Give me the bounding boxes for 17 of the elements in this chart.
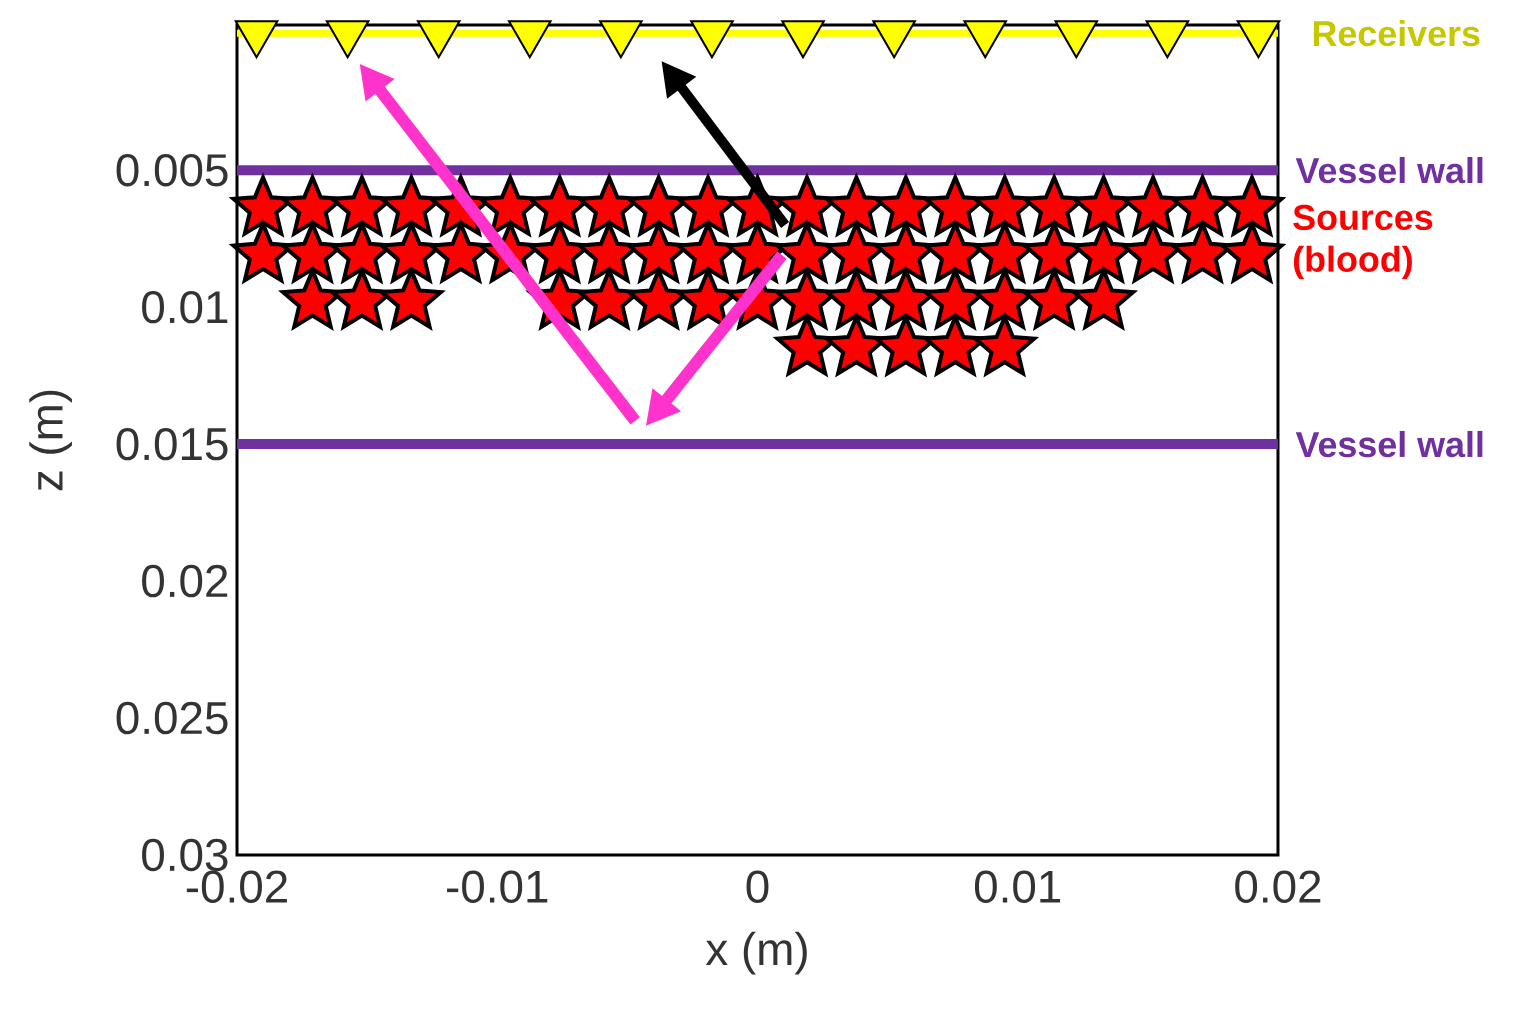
- x-tick-label: 0.02: [1235, 870, 1321, 903]
- ref-line-label: Vessel wall: [1295, 430, 1483, 458]
- x-tick-label: -0.02: [186, 870, 287, 903]
- ref-line-label: Vessel wall: [1295, 157, 1483, 184]
- x-tick-label: -0.01: [447, 870, 548, 903]
- x-tick-label: 0: [746, 870, 769, 903]
- y-axis-title: z (m): [29, 390, 72, 491]
- series-label: Sources (blood): [1293, 204, 1433, 280]
- y-tick-label: 0.02: [142, 564, 228, 598]
- y-tick-label: 0.01: [142, 290, 228, 324]
- x-tick-label: 0.01: [974, 870, 1061, 903]
- y-tick-label: 0.025: [116, 701, 228, 735]
- y-tick-label: 0.005: [116, 153, 228, 187]
- x-axis-title: x (m): [705, 931, 807, 975]
- series-label: Receivers: [1313, 20, 1480, 47]
- y-tick-label: 0.03: [142, 838, 228, 872]
- y-tick-label: 0.015: [116, 427, 228, 461]
